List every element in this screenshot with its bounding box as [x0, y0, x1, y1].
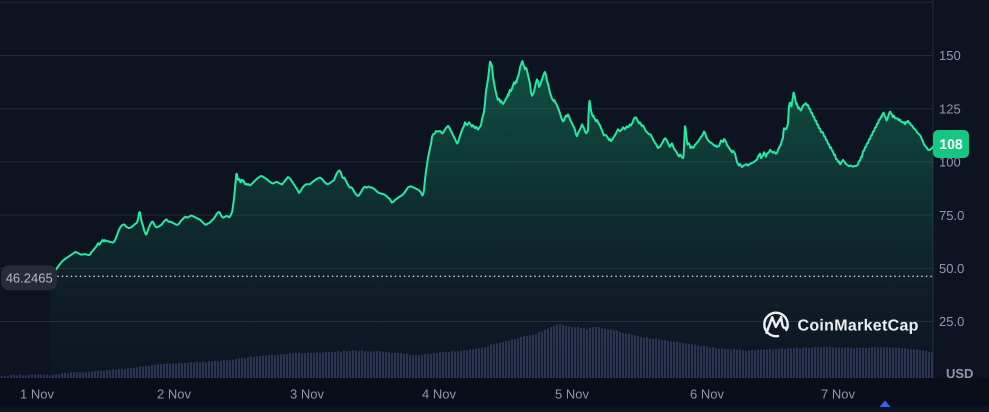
svg-text:CoinMarketCap: CoinMarketCap: [798, 317, 919, 334]
svg-text:125: 125: [939, 101, 961, 116]
svg-text:150: 150: [939, 48, 961, 63]
svg-text:3 Nov: 3 Nov: [290, 387, 324, 402]
svg-text:100: 100: [939, 155, 961, 170]
svg-text:108: 108: [939, 136, 963, 152]
svg-text:46.2465: 46.2465: [6, 270, 53, 285]
svg-text:75.0: 75.0: [939, 208, 964, 223]
svg-text:1 Nov: 1 Nov: [20, 387, 54, 402]
svg-text:25.0: 25.0: [939, 314, 964, 329]
svg-text:7 Nov: 7 Nov: [821, 387, 855, 402]
svg-text:2 Nov: 2 Nov: [157, 387, 191, 402]
svg-text:6 Nov: 6 Nov: [690, 387, 724, 402]
svg-text:50.0: 50.0: [939, 261, 964, 276]
svg-text:4 Nov: 4 Nov: [422, 387, 456, 402]
svg-text:5 Nov: 5 Nov: [555, 387, 589, 402]
svg-text:USD: USD: [946, 366, 973, 381]
